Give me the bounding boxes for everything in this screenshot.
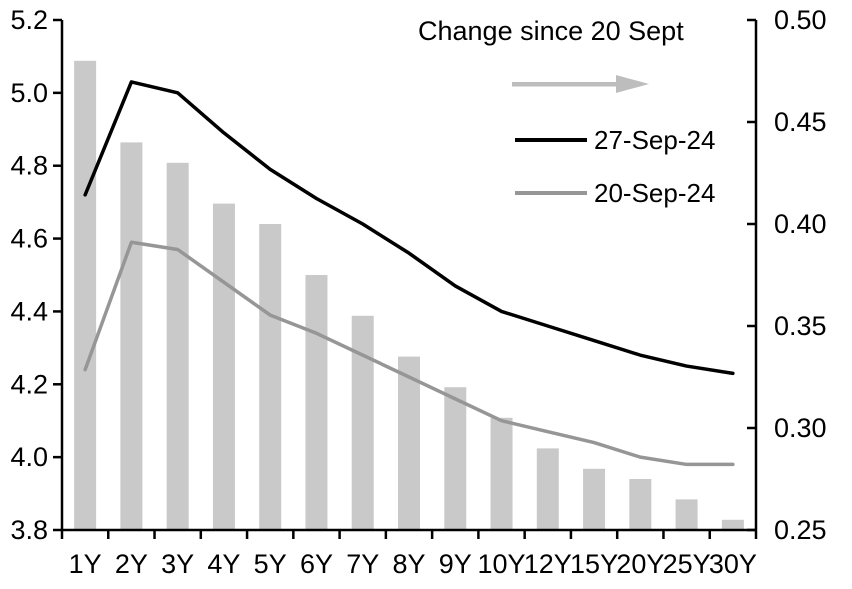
left-axis-tick-label: 4.0 bbox=[10, 442, 48, 472]
legend-label-20-sep-24: 20-Sep-24 bbox=[594, 177, 716, 208]
bar-change-since-20-sept bbox=[444, 387, 467, 530]
left-axis-tick-label: 3.8 bbox=[10, 515, 48, 545]
right-axis-tick-label: 0.40 bbox=[774, 209, 827, 239]
arrow-shaft bbox=[512, 82, 616, 87]
x-axis-category-label: 8Y bbox=[392, 549, 425, 579]
x-axis-category-label: 7Y bbox=[346, 549, 379, 579]
x-axis-category-label: 10Y bbox=[478, 549, 526, 579]
line-20-sep-24 bbox=[83, 240, 735, 467]
bar-change-since-20-sept bbox=[675, 499, 698, 530]
x-axis-category-label: 12Y bbox=[524, 549, 572, 579]
bar-change-since-20-sept bbox=[166, 162, 189, 531]
line-swatch-27-sep-24 bbox=[515, 138, 587, 142]
left-axis-tick-label: 4.8 bbox=[10, 151, 48, 181]
bar-change-since-20-sept bbox=[629, 479, 652, 530]
arrow-head bbox=[616, 75, 649, 93]
x-axis-category-label: 3Y bbox=[161, 549, 194, 579]
x-axis-category-label: 1Y bbox=[69, 549, 102, 579]
x-axis-category-label: 20Y bbox=[616, 549, 664, 579]
bar-change-since-20-sept bbox=[74, 60, 97, 531]
left-axis-tick-label: 4.2 bbox=[10, 369, 48, 399]
bar-change-since-20-sept bbox=[583, 468, 606, 530]
x-axis-category-label: 4Y bbox=[207, 549, 240, 579]
x-axis-category-label: 25Y bbox=[663, 549, 711, 579]
right-axis-tick-label: 0.45 bbox=[774, 107, 827, 137]
bar-change-since-20-sept bbox=[120, 142, 143, 530]
right-axis-tick-label: 0.30 bbox=[774, 413, 827, 443]
right-axis-tick-label: 0.50 bbox=[774, 5, 827, 35]
x-axis-category-label: 5Y bbox=[254, 549, 287, 579]
bar-change-since-20-sept bbox=[351, 315, 374, 530]
right-axis-tick-label: 0.25 bbox=[774, 515, 827, 545]
x-axis-category-label: 30Y bbox=[709, 549, 757, 579]
bar-change-since-20-sept bbox=[305, 275, 328, 530]
legend-item-20-sep-24: 20-Sep-24 bbox=[515, 177, 716, 208]
bar-change-since-20-sept bbox=[721, 519, 744, 530]
line-27-sep-24 bbox=[83, 80, 735, 376]
right-axis-tick-label: 0.35 bbox=[774, 311, 827, 341]
bar-change-since-20-sept bbox=[398, 356, 420, 530]
bar-change-since-20-sept bbox=[490, 417, 513, 530]
legend-title: Change since 20 Sept bbox=[418, 16, 684, 46]
x-axis-category-label: 9Y bbox=[439, 549, 472, 579]
left-axis-tick-label: 4.4 bbox=[10, 296, 48, 326]
x-axis-category-label: 6Y bbox=[300, 549, 333, 579]
bar-change-since-20-sept bbox=[536, 448, 559, 530]
left-axis-tick-label: 5.2 bbox=[10, 5, 48, 35]
legend-item-27-sep-24: 27-Sep-24 bbox=[515, 124, 716, 155]
change-arrow-icon bbox=[512, 75, 649, 93]
legend-label-27-sep-24: 27-Sep-24 bbox=[594, 124, 716, 155]
x-axis-category-label: 15Y bbox=[570, 549, 618, 579]
bar-change-since-20-sept bbox=[212, 203, 235, 530]
bar-change-since-20-sept bbox=[259, 224, 282, 530]
left-axis-tick-label: 5.0 bbox=[10, 78, 48, 108]
line-swatch-20-sep-24 bbox=[515, 191, 587, 195]
x-axis-category-label: 2Y bbox=[115, 549, 148, 579]
left-axis-tick-label: 4.6 bbox=[10, 224, 48, 254]
